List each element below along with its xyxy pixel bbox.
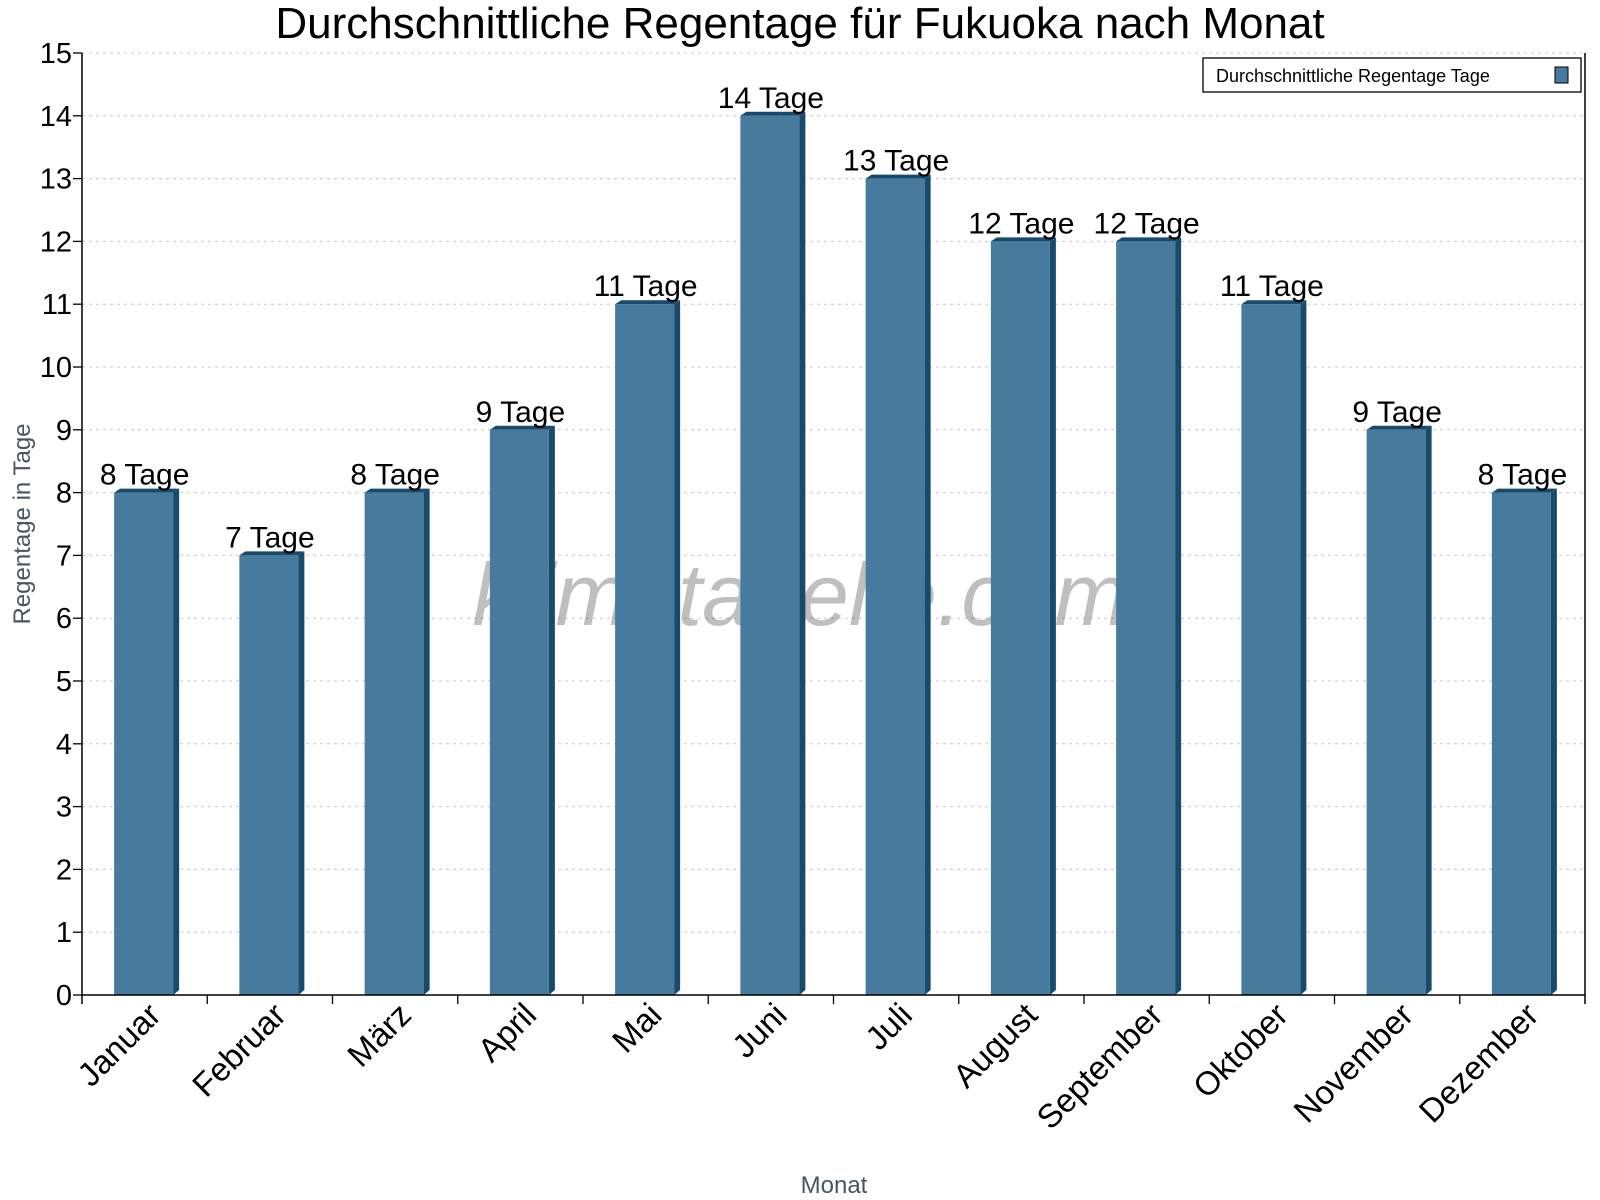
bar [1491,492,1551,995]
bar-side [1049,237,1056,995]
gridlines [82,52,1585,933]
bar-side [1300,300,1307,995]
x-tick-label: Dezember [1412,996,1546,1130]
bar [1366,429,1426,995]
legend-label: Durchschnittliche Regentage Tage [1216,66,1490,86]
y-tick-label: 9 [56,415,72,447]
bar-side [799,111,806,996]
y-axis-label: Regentage in Tage [9,423,36,624]
bar-top [990,237,1056,242]
y-tick-label: 15 [40,38,72,70]
y-tick-label: 14 [40,101,72,133]
bar-top [1116,237,1182,242]
bar-side [298,551,305,995]
bar-top [114,488,180,493]
bars: 8 Tage 7 Tage 8 Tage 9 Tage 11 Tage 14 Tage 13… [100,82,1568,996]
bar [364,492,424,995]
bar-side [548,425,555,995]
bar [114,492,174,995]
legend-box [1202,57,1582,93]
bar-side [423,488,430,995]
data-label: 8 Tage [350,459,440,492]
data-label: 12 Tage [1094,207,1200,240]
bar-top [489,425,555,430]
x-tick-label: Oktober [1186,996,1295,1105]
chart-title: Durchschnittliche Regentage für Fukuoka … [275,0,1324,48]
x-tick-label: Februar [185,996,293,1104]
bar-top [865,174,931,179]
x-tick-label: August [946,996,1045,1095]
y-tick-label: 6 [56,603,72,635]
y-tick-label: 0 [56,980,72,1012]
bar-top [1241,300,1307,305]
x-axis-label: Monat [801,1172,868,1199]
data-label: 9 Tage [1352,396,1442,429]
bar-top [1491,488,1557,493]
y-tick-label: 5 [56,666,72,698]
bar-top [239,551,305,556]
y-tick-label: 8 [56,478,72,510]
bar [239,555,299,995]
bar-top [364,488,430,493]
bar [990,241,1050,995]
bar-side [924,174,931,996]
data-label: 12 Tage [968,207,1074,240]
y-tick-label: 2 [56,854,72,886]
bar-top [615,300,681,305]
bar [615,304,675,995]
x-tick-label: Mai [605,996,669,1060]
y-tick-label: 1 [56,917,72,949]
bar [1116,241,1176,995]
legend: Durchschnittliche Regentage Tage [1202,57,1582,93]
y-tick-label: 3 [56,792,72,824]
data-label: 11 Tage [1220,270,1324,303]
data-label: 11 Tage [594,270,698,303]
y-tick-label: 12 [40,226,72,258]
bar-top [1366,425,1432,430]
y-tick-label: 7 [56,540,72,572]
x-tick-label: Juli [858,996,919,1057]
x-tick-label: September [1029,996,1169,1136]
bar-top [740,111,806,116]
data-label: 8 Tage [1478,459,1568,492]
x-tick-label: November [1286,996,1420,1130]
x-tick-label: Januar [70,996,168,1094]
bar-side [173,488,180,995]
bar [1241,304,1301,995]
data-label: 13 Tage [843,145,949,178]
x-tick-label: März [340,996,418,1074]
y-tick-label: 10 [40,352,72,384]
legend-swatch [1554,66,1569,84]
y-tick-label: 4 [56,729,72,761]
x-tick-label: Juni [725,996,794,1065]
bar [489,429,549,995]
bar [740,115,800,996]
y-tick-label: 13 [40,164,72,196]
bar-side [1425,425,1432,995]
bar-side [1550,488,1557,995]
data-label: 7 Tage [225,521,315,554]
y-tick-label: 11 [42,289,72,321]
data-label: 9 Tage [476,396,566,429]
data-label: 8 Tage [100,459,190,492]
data-label: 14 Tage [718,82,824,115]
bar [865,178,925,996]
bar-side [1175,237,1182,995]
bar-side [674,300,681,995]
x-tick-label: April [470,996,543,1069]
